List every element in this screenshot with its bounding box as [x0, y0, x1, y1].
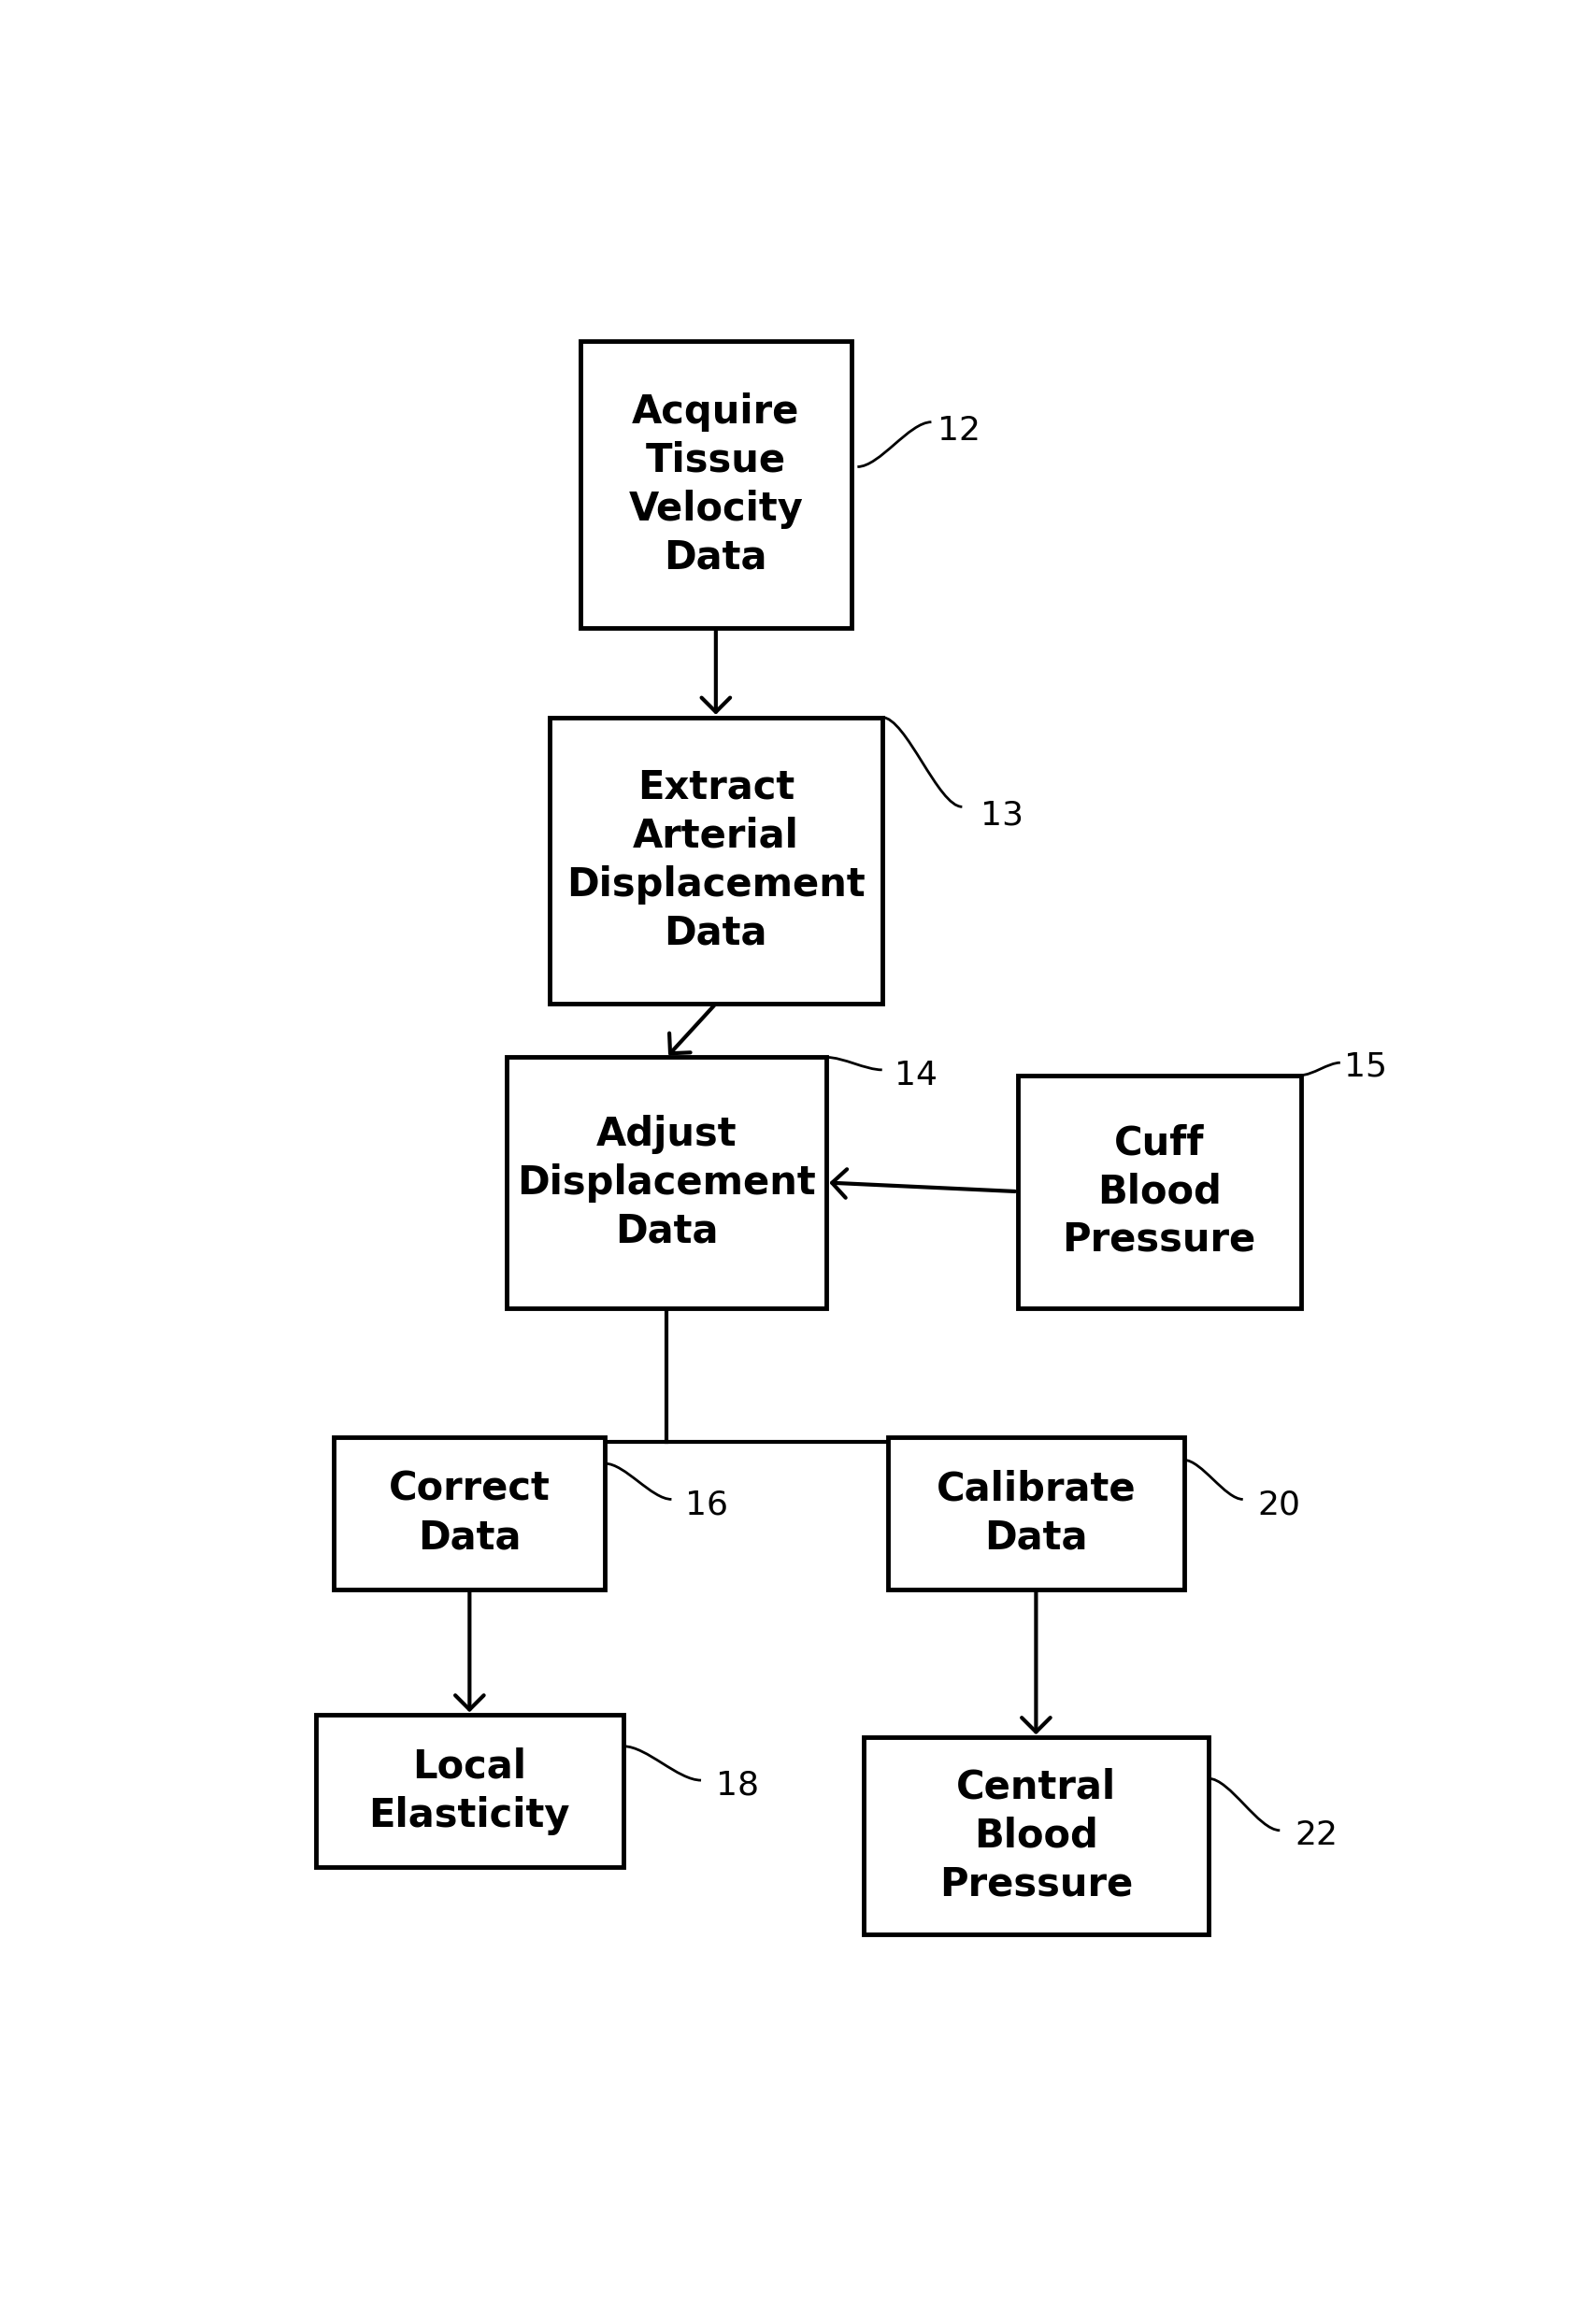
- Bar: [507, 1057, 826, 1308]
- Bar: [580, 342, 852, 627]
- Text: Correct
Data: Correct Data: [389, 1469, 550, 1557]
- Bar: [864, 1738, 1209, 1934]
- Bar: [550, 718, 882, 1004]
- Text: 18: 18: [715, 1771, 760, 1801]
- Text: 16: 16: [685, 1490, 728, 1520]
- Text: Adjust
Displacement
Data: Adjust Displacement Data: [516, 1116, 817, 1250]
- Text: Cuff
Blood
Pressure: Cuff Blood Pressure: [1063, 1122, 1255, 1260]
- Text: Central
Blood
Pressure: Central Blood Pressure: [939, 1769, 1133, 1903]
- Text: 13: 13: [980, 799, 1023, 832]
- Text: Calibrate
Data: Calibrate Data: [936, 1469, 1136, 1557]
- Text: Local
Elasticity: Local Elasticity: [369, 1748, 570, 1836]
- Text: 12: 12: [938, 416, 980, 446]
- Bar: [1017, 1076, 1301, 1308]
- Text: 20: 20: [1257, 1490, 1301, 1520]
- Bar: [316, 1715, 623, 1866]
- Text: 14: 14: [895, 1060, 938, 1090]
- Bar: [888, 1439, 1184, 1590]
- Bar: [334, 1439, 605, 1590]
- Text: Acquire
Tissue
Velocity
Data: Acquire Tissue Velocity Data: [629, 393, 802, 576]
- Text: Extract
Arterial
Displacement
Data: Extract Arterial Displacement Data: [566, 769, 866, 953]
- Text: 15: 15: [1344, 1050, 1387, 1083]
- Text: 22: 22: [1295, 1820, 1338, 1852]
